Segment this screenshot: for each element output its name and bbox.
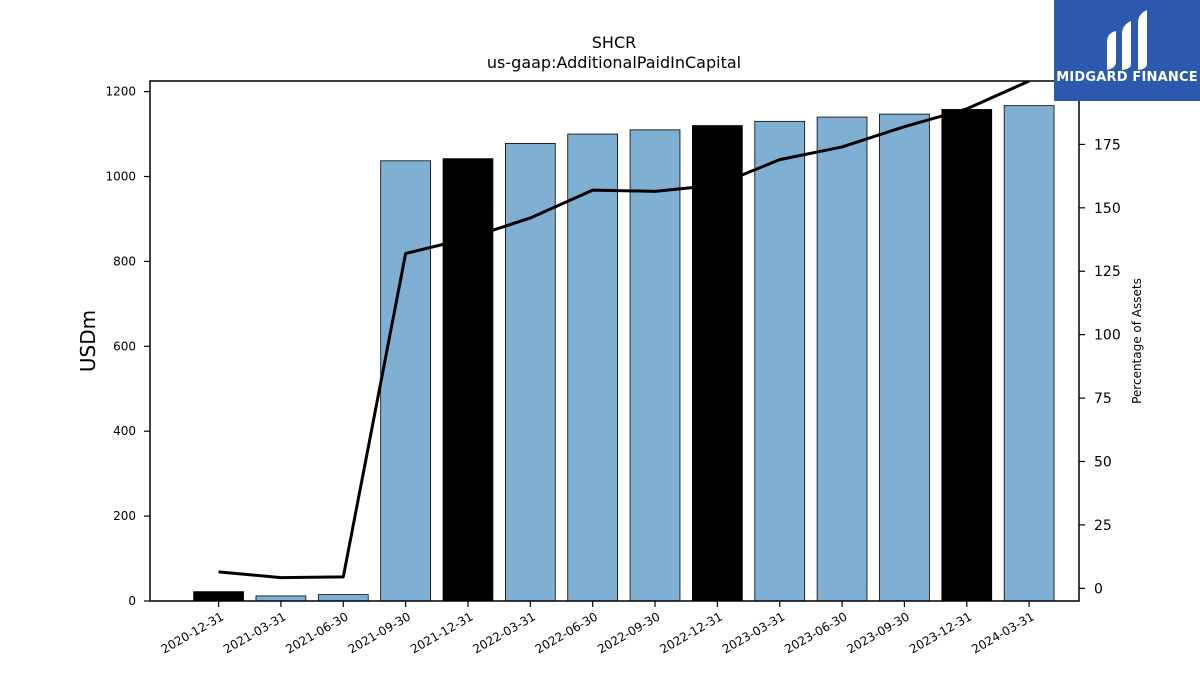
ytick-label: 400	[113, 424, 136, 438]
ytick-label: 200	[113, 509, 136, 523]
ytick-label: 0	[128, 594, 136, 608]
line-series	[218, 81, 1030, 580]
x-axis: 2020-12-312021-03-312021-06-302021-09-30…	[159, 601, 1037, 656]
ytick-label: 600	[113, 339, 136, 353]
ytick-label: 800	[113, 254, 136, 268]
y2-axis-label: Percentage of Assets	[1130, 278, 1144, 404]
bar-2021-03-31	[255, 595, 307, 602]
chart-subtitle: us-gaap:AdditionalPaidInCapital	[487, 53, 741, 72]
y2tick-label: 0	[1094, 581, 1103, 597]
xtick-label: 2024-03-31	[969, 609, 1036, 656]
y-axis-label: USDm	[76, 310, 100, 372]
xtick-label: 2022-06-30	[533, 609, 600, 656]
y2tick-label: 50	[1094, 454, 1112, 470]
y2tick-label: 75	[1094, 391, 1112, 407]
bar-2023-09-30	[879, 113, 930, 602]
xtick-label: 2021-12-31	[408, 609, 475, 656]
xtick-label: 2023-03-31	[720, 609, 787, 656]
y2tick-label: 100	[1094, 328, 1121, 344]
bar-2022-06-30	[567, 133, 619, 602]
bar-2023-03-31	[754, 120, 806, 602]
xtick-label: 2022-12-31	[657, 609, 724, 656]
bar-2023-06-30	[816, 116, 868, 602]
left-y-axis: 0 200 400 600 800 1000 1200	[105, 85, 150, 608]
xtick-label: 2023-06-30	[782, 609, 849, 656]
bar-2023-12-31	[941, 109, 993, 602]
xtick-label: 2023-12-31	[907, 609, 974, 656]
xtick-label: 2021-06-30	[283, 609, 350, 656]
percentage-line	[218, 81, 1030, 580]
bar-2022-03-31	[504, 142, 556, 602]
bar-2021-12-31	[442, 158, 494, 602]
ytick-label: 1200	[105, 85, 136, 99]
y2tick-label: 150	[1094, 201, 1121, 217]
brand-name: MIDGARD FINANCE	[1056, 70, 1198, 85]
bar-series	[193, 105, 1055, 602]
right-y-axis: 0 25 50 75 100 125 150 175	[1079, 137, 1121, 597]
bar-2021-09-30	[380, 160, 431, 602]
y2tick-label: 25	[1094, 518, 1112, 534]
xtick-label: 2022-09-30	[595, 609, 662, 656]
xtick-label: 2022-03-31	[470, 609, 537, 656]
xtick-label: 2021-09-30	[346, 609, 413, 656]
bar-2020-12-31	[193, 591, 244, 602]
xtick-label: 2023-09-30	[845, 609, 912, 656]
chart-title: SHCR	[592, 33, 636, 52]
bar-2024-03-31	[1003, 105, 1055, 602]
bar-2022-12-31	[692, 125, 743, 602]
brand-logo: MIDGARD FINANCE	[1054, 0, 1200, 101]
plot-frame	[149, 80, 1080, 602]
midgard-logo-icon	[1107, 10, 1147, 70]
bar-2021-06-30	[317, 594, 369, 602]
bar-2022-09-30	[629, 129, 681, 602]
xtick-label: 2020-12-31	[159, 609, 226, 656]
ytick-label: 1000	[105, 170, 136, 184]
y2tick-label: 175	[1094, 137, 1121, 153]
xtick-label: 2021-03-31	[221, 609, 288, 656]
y2tick-label: 125	[1094, 264, 1121, 280]
